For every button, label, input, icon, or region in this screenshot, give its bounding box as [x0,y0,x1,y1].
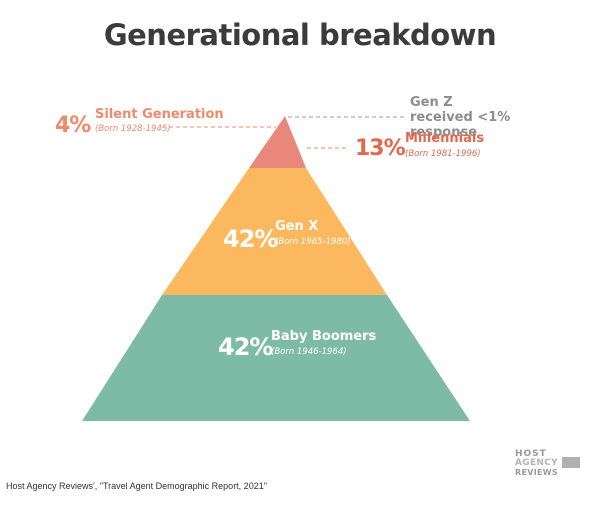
baby-boomers-label: Baby Boomers [271,329,377,344]
millennials-label: Millennials [405,131,485,146]
baby-boomers-born: (Born 1946-1964) [271,347,347,357]
silent-generation-born: (Born 1928-1945) [95,124,171,134]
silent-generation-percent: 4% [55,113,91,138]
silent-generation-label: Silent Generation [95,107,224,122]
gen-x-percent: 42% [223,225,278,253]
pyramid-segment-gen-x [162,168,387,295]
pyramid-segment-silent-millennials [249,116,306,168]
gen-x-label: Gen X [275,219,319,234]
chart-title: Generational breakdown [103,18,497,52]
gen-x-born: (Born 1965-1980) [275,237,351,247]
host-agency-reviews-logo: HOST AGENCY REVIEWS [512,449,584,479]
gen-z-annotation: Gen Z received <1% response [410,95,511,140]
millennials-born: (Born 1981-1996) [405,149,481,159]
pyramid-segment-baby-boomers [82,295,470,421]
millennials-percent: 13% [355,136,406,161]
baby-boomers-percent: 42% [218,333,273,361]
source-citation: Host Agency Reviews', "Travel Agent Demo… [6,481,267,491]
